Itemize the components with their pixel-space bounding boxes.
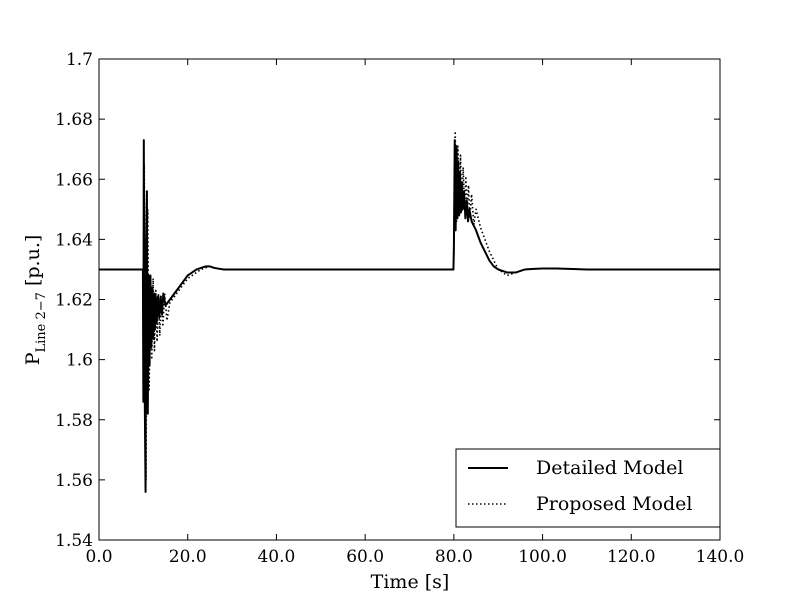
legend-label-detailed: Detailed Model [536, 457, 683, 479]
y-tick-label: 1.64 [55, 230, 93, 250]
x-tick-label: 0.0 [85, 547, 112, 567]
x-axis-label: Time [s] [371, 571, 450, 593]
y-axis-label: PLine 2−7 [p.u.] [22, 235, 49, 366]
y-axis-label-subscript: Line 2−7 [34, 292, 49, 352]
plot-lines [99, 130, 720, 493]
y-tick-label: 1.66 [55, 170, 93, 190]
x-tick-label: 60.0 [346, 547, 384, 567]
legend-box [455, 448, 721, 528]
y-axis-label-unit: [p.u.] [22, 235, 44, 292]
x-tick-label: 120.0 [607, 547, 656, 567]
legend-label-proposed: Proposed Model [536, 493, 692, 515]
y-tick-label: 1.6 [66, 351, 93, 371]
y-tick-label: 1.54 [55, 531, 93, 551]
x-tick-label: 80.0 [435, 547, 473, 567]
x-tick-label: 100.0 [518, 547, 567, 567]
legend: Detailed Model Proposed Model [455, 448, 721, 528]
series-line-detailed-model [99, 139, 720, 493]
tick-labels: 0.0 20.0 40.0 60.0 80.0 100.0 120.0 140.0 1.54 1.… [55, 50, 744, 567]
y-tick-label: 1.56 [55, 471, 93, 491]
y-tick-label: 1.62 [55, 291, 93, 311]
y-axis-label-main: P [22, 352, 44, 365]
x-tick-label: 140.0 [696, 547, 745, 567]
y-tick-label: 1.7 [66, 50, 93, 70]
y-tick-label: 1.68 [55, 110, 93, 130]
x-tick-label: 40.0 [257, 547, 295, 567]
y-tick-label: 1.58 [55, 411, 93, 431]
plot-frame [98, 58, 721, 541]
x-tick-label: 20.0 [169, 547, 207, 567]
